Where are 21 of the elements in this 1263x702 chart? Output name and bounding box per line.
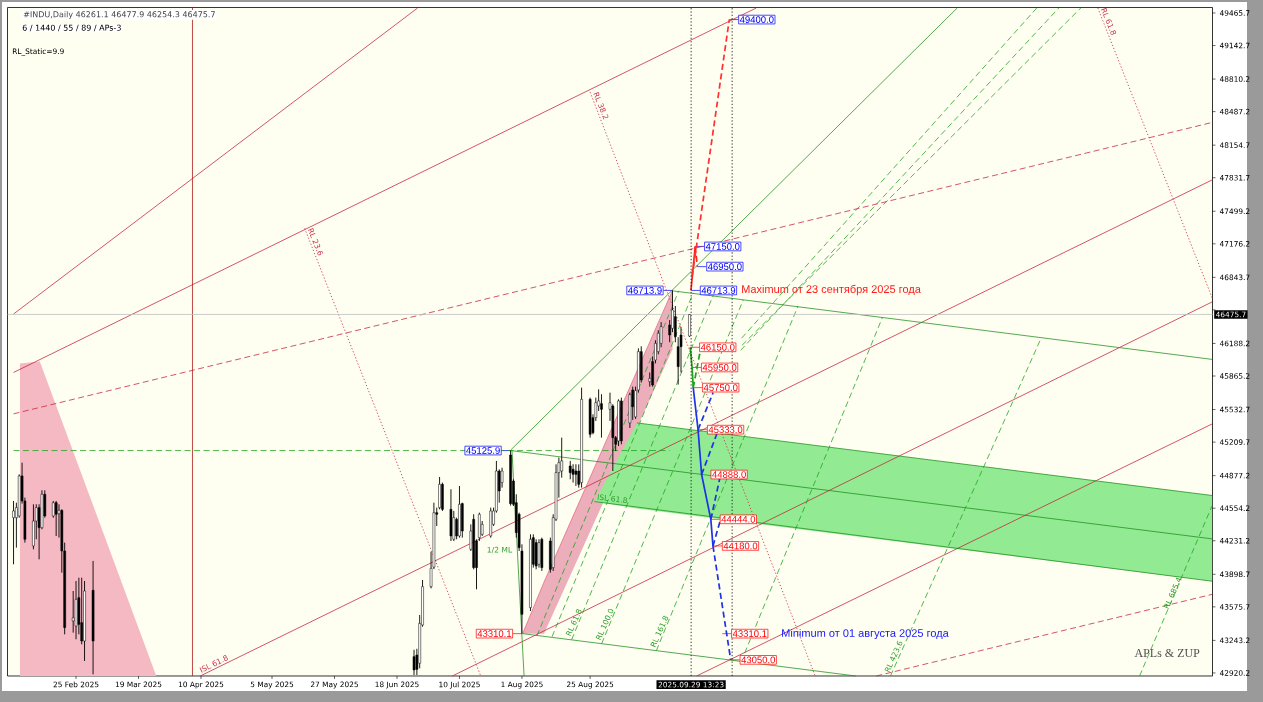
annotation: 45750.0 <box>703 384 738 391</box>
annotation: APLs & ZUP <box>1134 648 1200 658</box>
annotation: 44444.0 <box>721 515 756 523</box>
annotation: 43310.1 <box>477 630 512 638</box>
annotation: 43310.1 <box>732 630 767 638</box>
annotation: 49400.0 <box>739 16 774 23</box>
text: 6 / 1440 / 55 / 89 / APs-3 <box>22 24 121 32</box>
annotation: 47150.0 <box>705 243 740 250</box>
annotation: 45950.0 <box>702 364 737 371</box>
annotation: 46950.0 <box>707 263 742 270</box>
annotation: 46150.0 <box>700 343 735 351</box>
annotation: 45125.9 <box>466 447 500 454</box>
annotation: 46713.9 <box>701 287 736 294</box>
annotation: 44888.0 <box>712 471 746 478</box>
annotation: 46713.9 <box>628 287 662 294</box>
annotation: 43050.0 <box>741 656 776 664</box>
annotation: 45333.0 <box>708 426 743 434</box>
annotation: Maximum от 23 сентября 2025 года <box>742 284 921 296</box>
annotation: Minimum от 01 августа 2025 года <box>782 628 949 640</box>
chart-title: #INDU,Daily 46261.1 46477.9 46254.3 46475.7 <box>23 11 215 19</box>
annotation: 44180.0 <box>723 542 758 550</box>
